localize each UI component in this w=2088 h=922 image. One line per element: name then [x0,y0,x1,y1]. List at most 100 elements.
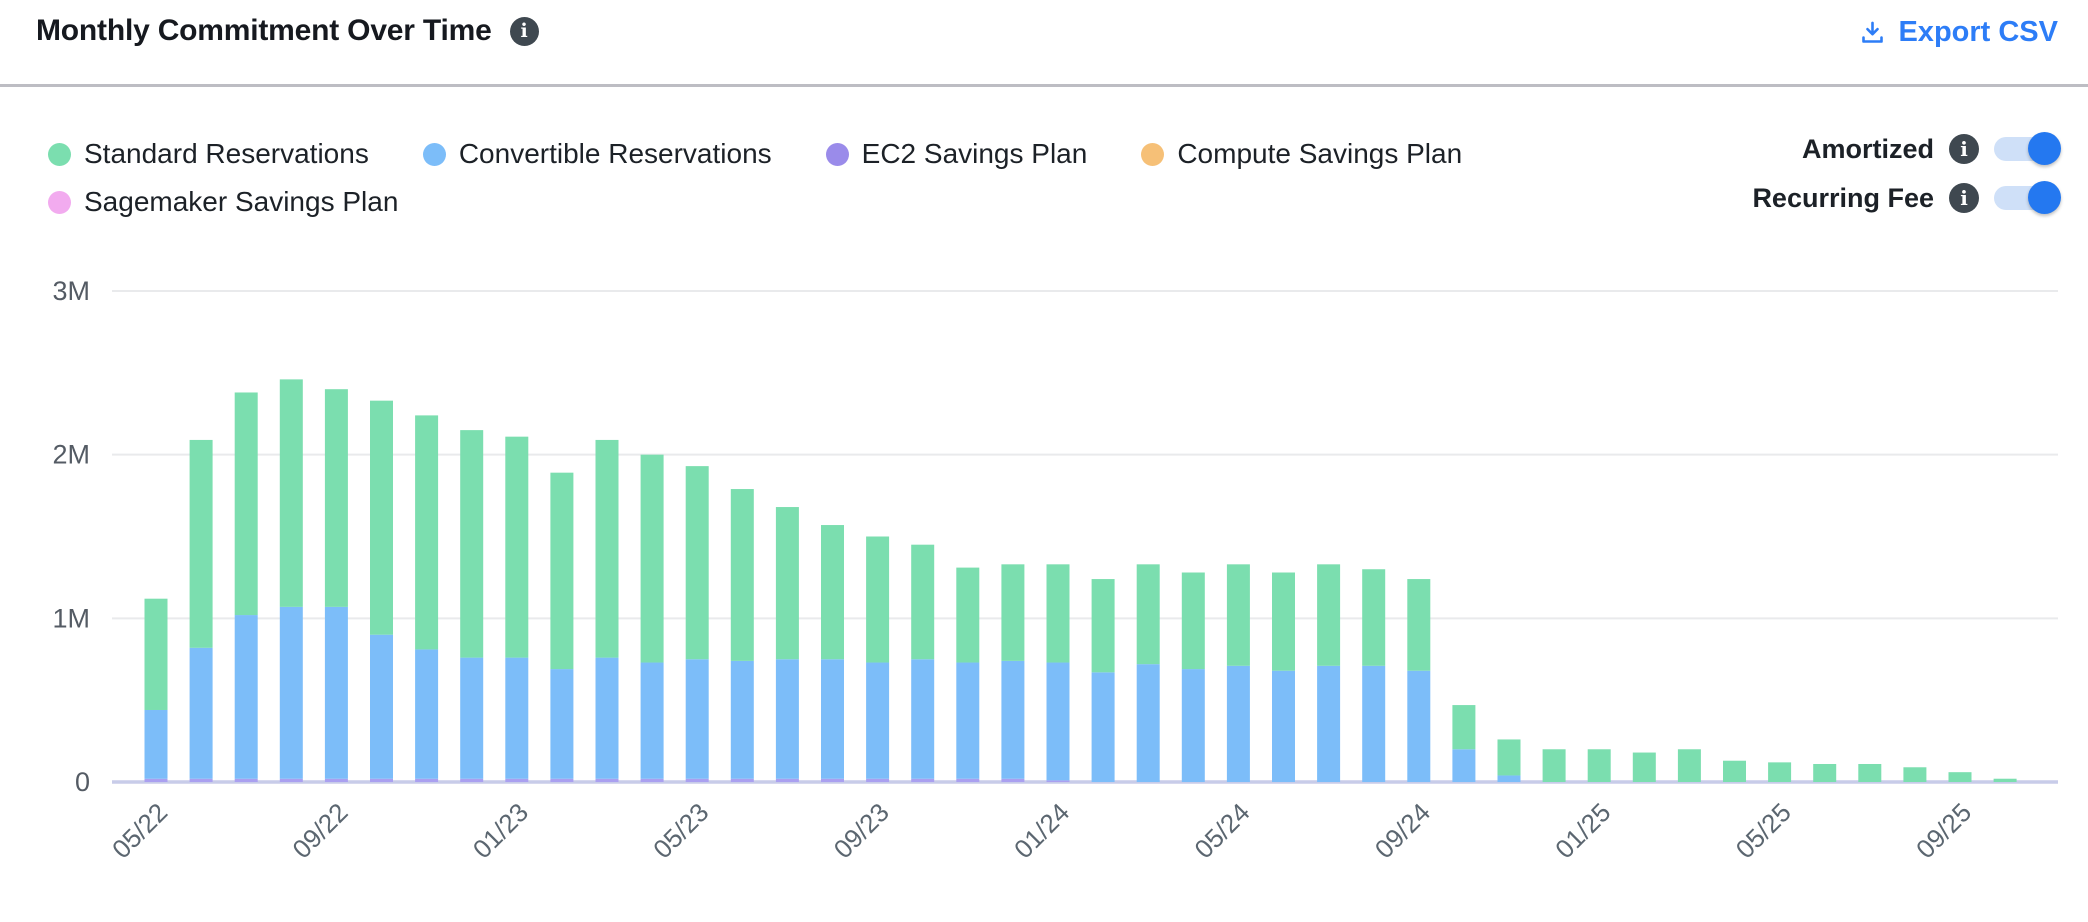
bar-segment[interactable] [1948,772,1972,782]
bar-segment[interactable] [1813,763,1837,782]
bar-segment[interactable] [911,659,935,779]
bar-segment[interactable] [189,647,213,779]
bar-segment[interactable] [866,536,890,663]
bar-segment[interactable] [1723,760,1746,782]
bar-segment[interactable] [911,544,935,660]
bar-segment[interactable] [460,430,484,658]
bar-segment[interactable] [775,659,799,779]
bar-segment[interactable] [1362,569,1386,666]
bar-segment[interactable] [460,657,484,779]
bar-segment[interactable] [956,662,980,779]
bar-segment[interactable] [1317,564,1341,666]
bar-segment[interactable] [595,778,619,782]
bar-segment[interactable] [144,709,168,779]
bar-segment[interactable] [324,606,348,779]
bar-segment[interactable] [1497,775,1521,782]
bar-segment[interactable] [1226,564,1250,666]
bar-segment[interactable] [1272,670,1295,782]
legend-item-convertible-reservations[interactable]: Convertible Reservations [422,138,772,170]
bar-segment[interactable] [234,392,258,616]
bar-segment[interactable] [595,439,619,658]
bar-segment[interactable] [234,615,258,779]
bar-segment[interactable] [1001,778,1025,782]
export-csv-button[interactable]: Export CSV [1859,16,2058,49]
bar-segment[interactable] [234,778,258,782]
bar-segment[interactable] [1091,579,1115,673]
bar-segment[interactable] [1091,672,1115,782]
bar-segment[interactable] [550,669,574,779]
amortized-info-icon[interactable]: i [1949,134,1979,164]
bar-segment[interactable] [189,778,213,782]
bar-segment[interactable] [370,778,393,782]
bar-segment[interactable] [730,660,754,779]
bar-segment[interactable] [1407,579,1431,671]
bar-segment[interactable] [1452,705,1476,750]
bar-segment[interactable] [1677,749,1701,782]
bar-segment[interactable] [370,400,393,635]
bar-segment[interactable] [1136,664,1160,782]
bar-segment[interactable] [1497,739,1521,776]
amortized-toggle[interactable] [1994,132,2061,165]
bar-segment[interactable] [1001,564,1025,661]
bar-segment[interactable] [956,778,980,782]
bar-segment[interactable] [144,778,168,782]
bar-segment[interactable] [550,472,574,670]
bar-segment[interactable] [1993,778,2017,782]
bar-segment[interactable] [685,659,709,779]
bar-segment[interactable] [956,567,980,663]
bar-segment[interactable] [1046,564,1070,663]
bar-segment[interactable] [730,489,754,661]
bar-segment[interactable] [415,649,439,779]
bar-segment[interactable] [685,778,709,782]
bar-segment[interactable] [1362,665,1386,782]
bar-segment[interactable] [1452,749,1476,782]
bar-segment[interactable] [1001,660,1025,779]
bar-segment[interactable] [1136,564,1160,665]
bar-segment[interactable] [1407,670,1431,782]
bar-segment[interactable] [370,634,393,779]
bar-segment[interactable] [1046,780,1070,782]
legend-item-compute-savings-plan[interactable]: Compute Savings Plan [1141,138,1462,170]
recurring-fee-toggle[interactable] [1994,181,2061,214]
bar-segment[interactable] [550,778,574,782]
bar-segment[interactable] [279,606,303,779]
bar-segment[interactable] [595,657,619,779]
bar-segment[interactable] [415,415,439,650]
bar-segment[interactable] [1542,749,1566,782]
bar-segment[interactable] [279,778,303,782]
bar-segment[interactable] [1046,662,1070,781]
bar-segment[interactable] [505,436,529,658]
bar-segment[interactable] [1768,762,1792,782]
recurring-fee-info-icon[interactable]: i [1949,183,1979,213]
bar-segment[interactable] [1181,669,1205,782]
legend-item-ec2-savings-plan[interactable]: EC2 Savings Plan [825,138,1087,170]
bar-segment[interactable] [189,439,213,648]
bar-segment[interactable] [1272,572,1295,671]
bar-segment[interactable] [324,778,348,782]
bar-segment[interactable] [775,507,799,660]
bar-segment[interactable] [460,778,484,782]
bar-segment[interactable] [324,389,348,607]
bar-segment[interactable] [1181,572,1205,670]
bar-segment[interactable] [1226,665,1250,782]
title-info-icon[interactable]: i [509,16,539,46]
bar-segment[interactable] [821,525,844,660]
bar-segment[interactable] [1858,763,1882,782]
bar-segment[interactable] [775,778,799,782]
legend-item-standard-reservations[interactable]: Standard Reservations [48,138,369,170]
bar-segment[interactable] [144,598,168,710]
bar-segment[interactable] [866,662,890,779]
bar-segment[interactable] [1317,665,1341,782]
bar-segment[interactable] [730,778,754,782]
bar-segment[interactable] [640,662,664,779]
bar-segment[interactable] [1632,752,1656,782]
bar-segment[interactable] [505,657,529,779]
bar-segment[interactable] [640,454,664,663]
bar-segment[interactable] [415,778,439,782]
bar-segment[interactable] [911,778,935,782]
bar-segment[interactable] [821,659,844,779]
bar-segment[interactable] [1587,749,1611,782]
bar-segment[interactable] [685,466,709,660]
legend-item-sagemaker-savings-plan[interactable]: Sagemaker Savings Plan [48,186,398,218]
bar-segment[interactable] [866,778,890,782]
